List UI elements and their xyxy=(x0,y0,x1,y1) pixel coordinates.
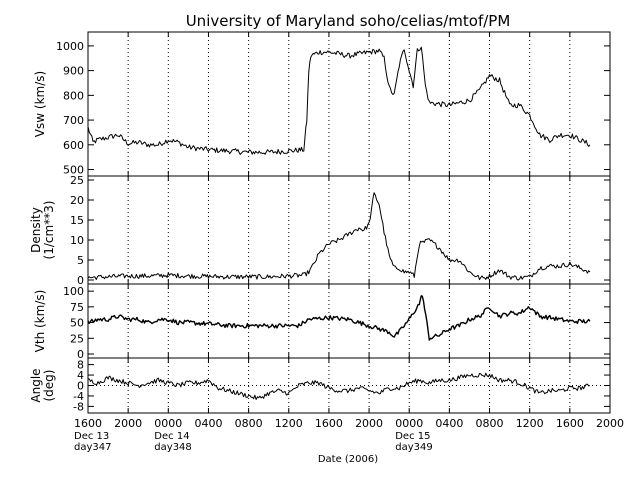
x-axis-label: Date (2006) xyxy=(318,454,378,465)
y-tick-label: 800 xyxy=(63,89,84,102)
y-tick-label: 0 xyxy=(77,348,84,361)
x-tick-label: 0400 xyxy=(435,417,463,430)
y-tick-label: 1000 xyxy=(56,40,84,53)
day-label-date: Dec 15 xyxy=(395,431,430,442)
y-axis-label: Density xyxy=(29,207,43,253)
y-tick-label: 25 xyxy=(70,332,84,345)
x-tick-label: 1600 xyxy=(74,417,102,430)
x-tick-label: 0000 xyxy=(154,417,182,430)
y-tick-label: 900 xyxy=(63,65,84,78)
series-line-density xyxy=(87,192,591,281)
panel-vsw: 500 600 700 800 900 1000 Vsw (km/s) xyxy=(33,31,611,177)
series-line-vth xyxy=(87,295,591,341)
y-tick-label: 4 xyxy=(77,369,84,382)
panel-vth: 0 25 50 75 100 Vth (km/s) xyxy=(33,283,611,361)
y-tick-label: 75 xyxy=(70,301,84,314)
y-tick-label: 600 xyxy=(63,139,84,152)
y-axis-label: (deg) xyxy=(42,370,56,402)
y-tick-label: 10 xyxy=(70,234,84,247)
y-tick-label: 5 xyxy=(77,254,84,267)
y-tick-label: -4 xyxy=(73,390,84,403)
panel-frame-vth xyxy=(87,283,611,359)
day-label-doy: day349 xyxy=(395,442,432,453)
x-tick-label: 0000 xyxy=(395,417,423,430)
x-tick-label: 0800 xyxy=(235,417,263,430)
day-label-date: Dec 14 xyxy=(154,431,189,442)
y-tick-label: 50 xyxy=(70,317,84,330)
x-tick-label: 2000 xyxy=(114,417,142,430)
x-tick-label: 0800 xyxy=(476,417,504,430)
chart-title: University of Maryland soho/celias/mtof/… xyxy=(186,12,511,30)
y-tick-label: 25 xyxy=(70,174,84,187)
y-axis-label: Angle xyxy=(29,368,43,402)
y-tick-label: 8 xyxy=(77,359,84,372)
x-tick-label: 1200 xyxy=(275,417,303,430)
panel-frame-density xyxy=(87,175,611,285)
x-tick-label: 0400 xyxy=(194,417,222,430)
x-tick-label: 1200 xyxy=(516,417,544,430)
y-tick-label: 500 xyxy=(63,164,84,177)
y-tick-label: 0 xyxy=(77,274,84,287)
day-label-doy: day347 xyxy=(74,442,111,453)
x-axis: 1600 2000 0000 0400 0800 1200 1600 2000 0000 0400… xyxy=(74,417,624,453)
y-axis-label: Vsw (km/s) xyxy=(33,71,47,137)
y-axis-label: (1/cm**3) xyxy=(42,201,56,260)
y-tick-label: 700 xyxy=(63,114,84,127)
y-tick-label: 15 xyxy=(70,214,84,227)
y-axis-label: Vth (km/s) xyxy=(33,290,47,353)
x-tick-label: 1600 xyxy=(556,417,584,430)
day-label-doy: day348 xyxy=(154,442,191,453)
x-tick-label: 1600 xyxy=(315,417,343,430)
series-line-angle xyxy=(88,372,591,400)
x-tick-label: 2000 xyxy=(355,417,383,430)
x-tick-label: 2000 xyxy=(596,417,624,430)
series-line-vsw xyxy=(87,46,591,155)
day-label-date: Dec 13 xyxy=(74,431,109,442)
y-tick-label: 0 xyxy=(77,380,84,393)
panel-density: 0 5 10 15 20 25 Density (1/cm**3) xyxy=(29,174,611,287)
y-tick-label: 20 xyxy=(70,194,84,207)
y-tick-label: -8 xyxy=(73,400,84,413)
y-tick-label: 100 xyxy=(63,285,84,298)
